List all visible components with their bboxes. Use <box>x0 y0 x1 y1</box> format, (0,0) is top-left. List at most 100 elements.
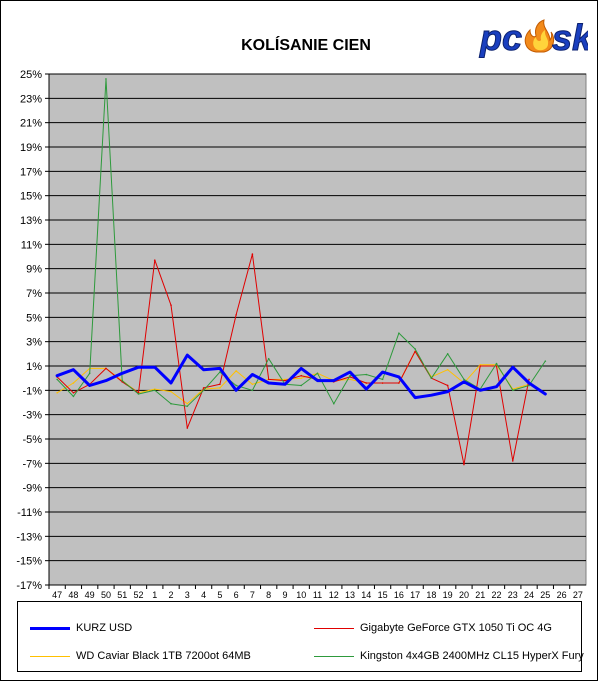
series-0 <box>55 353 547 400</box>
data-point <box>137 366 140 369</box>
x-tick-label: 7 <box>250 590 255 600</box>
plot-background <box>48 73 587 586</box>
y-tick-label: 17% <box>20 166 42 178</box>
x-tick-label: 20 <box>459 590 469 600</box>
legend-swatch <box>314 627 354 629</box>
x-tick-label: 2 <box>169 590 174 600</box>
data-point <box>186 402 189 405</box>
legend-item-wd-caviar: WD Caviar Black 1TB 7200ot 64MB <box>30 650 251 662</box>
data-point <box>121 379 124 382</box>
y-tick-label: -5% <box>22 434 42 446</box>
legend-swatch <box>314 655 354 657</box>
data-point <box>381 382 384 384</box>
y-tick-label: -11% <box>17 507 42 519</box>
data-point <box>300 384 303 387</box>
data-point <box>398 382 400 384</box>
data-point <box>365 388 368 390</box>
y-tick-label: -13% <box>16 531 42 543</box>
x-tick-label: 9 <box>282 590 287 600</box>
data-point <box>381 378 384 381</box>
x-tick-label: 14 <box>361 590 371 600</box>
data-point <box>495 385 498 388</box>
data-point <box>56 374 58 377</box>
x-tick-label: 48 <box>68 590 78 600</box>
x-tick-label: 15 <box>378 590 388 600</box>
x-tick-label: 17 <box>410 590 420 600</box>
x-tick-label: 16 <box>394 590 404 600</box>
data-point <box>446 368 449 371</box>
plot-area <box>48 73 587 586</box>
x-tick-label: 3 <box>185 590 190 600</box>
y-tick-label: -7% <box>22 458 42 470</box>
data-point <box>284 378 286 381</box>
data-point <box>284 379 286 382</box>
y-tick-label: 23% <box>20 93 42 105</box>
data-point <box>186 427 189 429</box>
data-point <box>219 367 221 370</box>
legend-swatch <box>30 655 70 657</box>
data-point <box>219 383 221 386</box>
x-tick-label: 21 <box>475 590 485 600</box>
x-tick-label: 5 <box>217 590 222 600</box>
data-point <box>72 368 75 371</box>
data-point <box>430 394 433 397</box>
y-tick-label: -15% <box>16 556 42 568</box>
data-point <box>105 379 107 382</box>
data-point <box>235 384 237 387</box>
data-point <box>251 253 254 255</box>
data-point <box>56 378 58 381</box>
x-tick-label: 25 <box>540 590 550 600</box>
data-point <box>235 370 237 372</box>
data-point <box>105 78 107 80</box>
x-tick-label: 10 <box>296 590 306 600</box>
data-point <box>446 390 449 393</box>
data-point <box>267 357 270 360</box>
legend-item-gigabyte: Gigabyte GeForce GTX 1050 Ti OC 4G <box>314 622 552 634</box>
x-tick-label: 6 <box>234 590 239 600</box>
data-point <box>235 389 237 392</box>
data-point <box>300 374 303 377</box>
data-point <box>495 362 498 365</box>
data-point <box>349 374 351 377</box>
data-point <box>170 304 172 306</box>
svg-text:sk: sk <box>552 17 588 58</box>
data-point <box>251 383 254 386</box>
data-point <box>202 389 205 392</box>
data-point <box>56 391 58 394</box>
data-point <box>105 367 107 370</box>
y-tick-label: -1% <box>22 385 42 397</box>
y-tick-label: 13% <box>20 215 42 227</box>
y-tick-label: 15% <box>20 191 42 203</box>
x-tick-label: 23 <box>508 590 518 600</box>
legend-label: Kingston 4x4GB 2400MHz CL15 HyperX Fury <box>360 650 584 662</box>
series-3 <box>56 78 547 407</box>
x-tick-label: 13 <box>345 590 355 600</box>
data-point <box>495 365 498 367</box>
y-tick-label: 7% <box>26 288 42 300</box>
data-point <box>332 402 335 405</box>
y-tick-label: -9% <box>22 483 42 495</box>
x-tick-label: 26 <box>557 590 567 600</box>
data-point <box>463 381 465 383</box>
data-point <box>316 379 319 382</box>
x-tick-label: 52 <box>133 590 143 600</box>
data-point <box>511 460 514 462</box>
data-point <box>430 377 433 379</box>
data-point <box>316 372 319 375</box>
x-tick-label: 12 <box>329 590 339 600</box>
data-point <box>479 389 482 392</box>
legend-label: Gigabyte GeForce GTX 1050 Ti OC 4G <box>360 622 552 634</box>
data-point <box>349 378 351 381</box>
data-point <box>300 367 303 370</box>
series-group <box>55 78 547 466</box>
data-point <box>414 396 416 399</box>
x-tick-label: 50 <box>101 590 111 600</box>
data-point <box>398 332 400 334</box>
data-point <box>202 387 205 389</box>
y-tick-label: 11% <box>21 239 42 251</box>
x-axis: 47 48 49 50 51 52 1 2 3 4 5 6 7 8 9 10 11 12 13 14 15 16 17 18 1… <box>48 585 583 600</box>
data-point <box>463 378 465 381</box>
data-point <box>365 373 368 376</box>
